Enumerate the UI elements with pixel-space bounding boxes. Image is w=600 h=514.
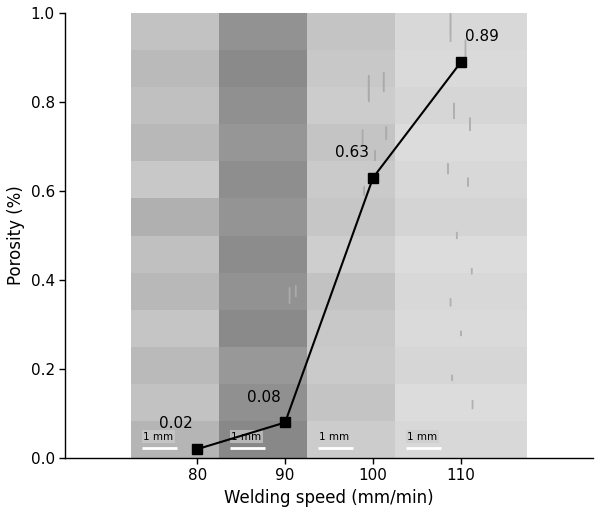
Text: 0.08: 0.08: [247, 390, 281, 405]
Bar: [307, 124, 439, 161]
Bar: [307, 310, 439, 347]
Bar: [307, 347, 439, 384]
Bar: [219, 50, 351, 87]
Bar: [219, 272, 351, 310]
Bar: [307, 421, 439, 458]
Bar: [395, 161, 527, 198]
Bar: [131, 161, 263, 198]
Bar: [395, 421, 527, 458]
Bar: [219, 310, 351, 347]
Bar: [307, 13, 439, 50]
Bar: [219, 347, 351, 384]
Bar: [131, 384, 263, 421]
Bar: [219, 13, 351, 50]
Text: 1 mm: 1 mm: [232, 432, 262, 442]
Text: 1 mm: 1 mm: [143, 432, 173, 442]
Bar: [131, 124, 263, 161]
Y-axis label: Porosity (%): Porosity (%): [7, 186, 25, 285]
Bar: [219, 384, 351, 421]
Bar: [131, 235, 263, 272]
Bar: [219, 124, 351, 161]
Bar: [307, 50, 439, 87]
Bar: [395, 310, 527, 347]
Bar: [131, 347, 263, 384]
Bar: [131, 198, 263, 235]
Bar: [131, 272, 263, 310]
Circle shape: [450, 11, 451, 42]
Text: 0.89: 0.89: [466, 29, 499, 44]
Bar: [219, 421, 351, 458]
Bar: [131, 421, 263, 458]
Bar: [395, 87, 527, 124]
Bar: [219, 235, 351, 272]
Bar: [307, 198, 439, 235]
Text: 0.63: 0.63: [335, 145, 369, 160]
X-axis label: Welding speed (mm/min): Welding speed (mm/min): [224, 489, 434, 507]
Bar: [395, 347, 527, 384]
Text: 1 mm: 1 mm: [407, 432, 437, 442]
Bar: [395, 272, 527, 310]
Bar: [307, 87, 439, 124]
Bar: [395, 384, 527, 421]
Bar: [131, 50, 263, 87]
Text: 0.02: 0.02: [159, 416, 193, 431]
Bar: [307, 235, 439, 272]
Bar: [307, 384, 439, 421]
Bar: [395, 124, 527, 161]
Text: 1 mm: 1 mm: [319, 432, 350, 442]
Bar: [395, 13, 527, 50]
Bar: [131, 310, 263, 347]
Bar: [395, 235, 527, 272]
Bar: [307, 272, 439, 310]
Bar: [131, 13, 263, 50]
Bar: [219, 198, 351, 235]
Bar: [131, 87, 263, 124]
Bar: [219, 161, 351, 198]
Bar: [395, 50, 527, 87]
Bar: [219, 87, 351, 124]
Bar: [307, 161, 439, 198]
Bar: [395, 198, 527, 235]
